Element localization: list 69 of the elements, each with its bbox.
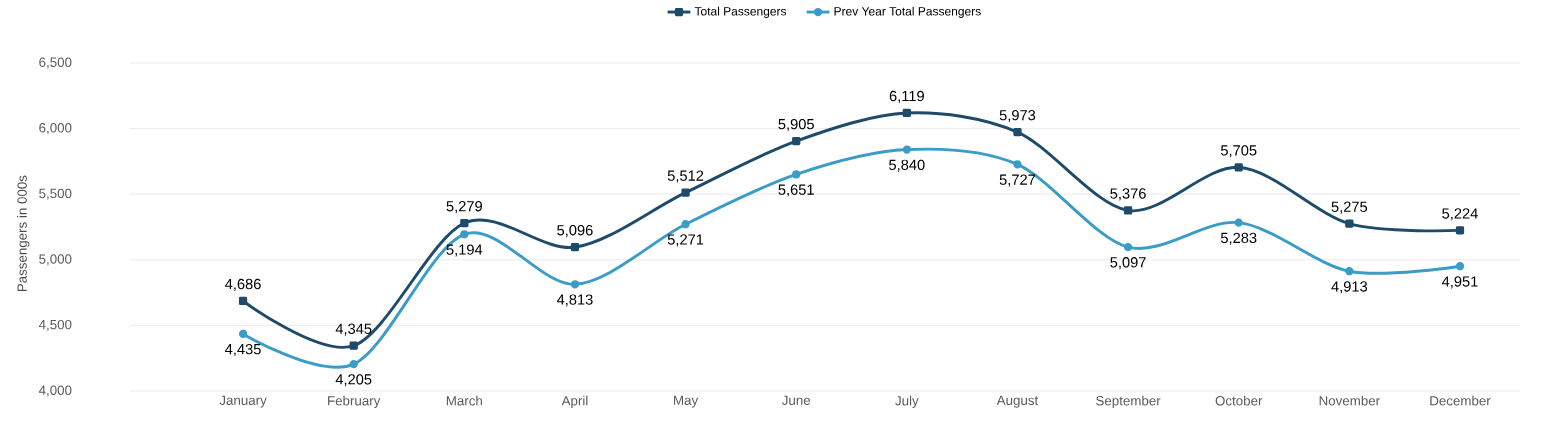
x-tick-label: August (996, 395, 1039, 408)
x-tick-label: September (1096, 395, 1161, 409)
point (681, 188, 690, 197)
y-axis-title: Passengers in 000s (17, 175, 30, 292)
data-label: 5,097 (1110, 257, 1146, 270)
data-label: 5,275 (1331, 201, 1368, 214)
data-label: 6,119 (889, 90, 924, 103)
data-label: 5,096 (557, 225, 593, 238)
data-label: 5,271 (667, 234, 704, 247)
point (460, 230, 469, 239)
point (1345, 267, 1354, 276)
data-label: 5,727 (999, 174, 1036, 187)
data-label: 5,651 (778, 184, 814, 197)
data-label: 5,224 (1442, 208, 1478, 221)
legend-label: Prev Year Total Passengers (834, 6, 981, 18)
data-label: 5,905 (778, 118, 814, 132)
x-tick-label: June (781, 395, 811, 405)
data-label: 5,512 (667, 170, 704, 183)
point (902, 108, 911, 118)
data-label: 4,813 (556, 294, 593, 307)
data-label: 5,840 (889, 159, 925, 172)
x-tick-label: October (1215, 395, 1263, 406)
data-label: 5,376 (1110, 188, 1146, 201)
data-label: 4,435 (225, 343, 261, 357)
y-tick-label: 6,000 (39, 123, 72, 135)
point (902, 145, 911, 154)
data-label: 4,913 (1331, 281, 1368, 294)
point (1013, 128, 1022, 137)
point (1455, 262, 1465, 271)
data-label: 5,279 (446, 201, 482, 214)
point (1123, 206, 1133, 215)
data-label: 5,973 (999, 109, 1036, 123)
x-tick-label: February (328, 395, 381, 409)
y-tick-label: 5,500 (39, 188, 72, 200)
data-label: 4,205 (335, 374, 372, 387)
point (349, 359, 358, 369)
point (1123, 242, 1133, 252)
point (238, 329, 248, 339)
y-tick-label: 5,000 (39, 254, 72, 266)
x-tick-label: July (895, 395, 919, 409)
point (681, 220, 690, 229)
data-label: 5,194 (446, 244, 483, 257)
legend-label: Total Passengers (694, 6, 787, 18)
data-label: 4,345 (335, 323, 372, 336)
point (1234, 218, 1243, 227)
point (1234, 163, 1243, 172)
x-tick-label: November (1319, 395, 1380, 406)
x-tick-label: January (219, 395, 267, 408)
point (792, 136, 801, 146)
point (570, 280, 580, 289)
y-tick-label: 4,500 (38, 319, 72, 331)
x-tick-label: May (674, 395, 699, 408)
point (1345, 219, 1354, 228)
point (792, 170, 801, 179)
x-tick-label: April (561, 395, 588, 409)
x-tick-label: December (1430, 395, 1491, 406)
y-tick-label: 6,500 (39, 57, 72, 69)
point (460, 219, 469, 228)
data-label: 4,686 (225, 278, 261, 291)
point (349, 341, 358, 350)
point (238, 296, 248, 306)
data-label: 5,705 (1220, 145, 1257, 158)
point (1013, 160, 1022, 169)
x-tick-label: March (446, 395, 482, 406)
data-label: 4,951 (1441, 276, 1478, 289)
point (1455, 226, 1465, 235)
data-label: 5,283 (1220, 232, 1257, 245)
y-tick-label: 4,000 (38, 385, 72, 397)
point (570, 243, 580, 252)
